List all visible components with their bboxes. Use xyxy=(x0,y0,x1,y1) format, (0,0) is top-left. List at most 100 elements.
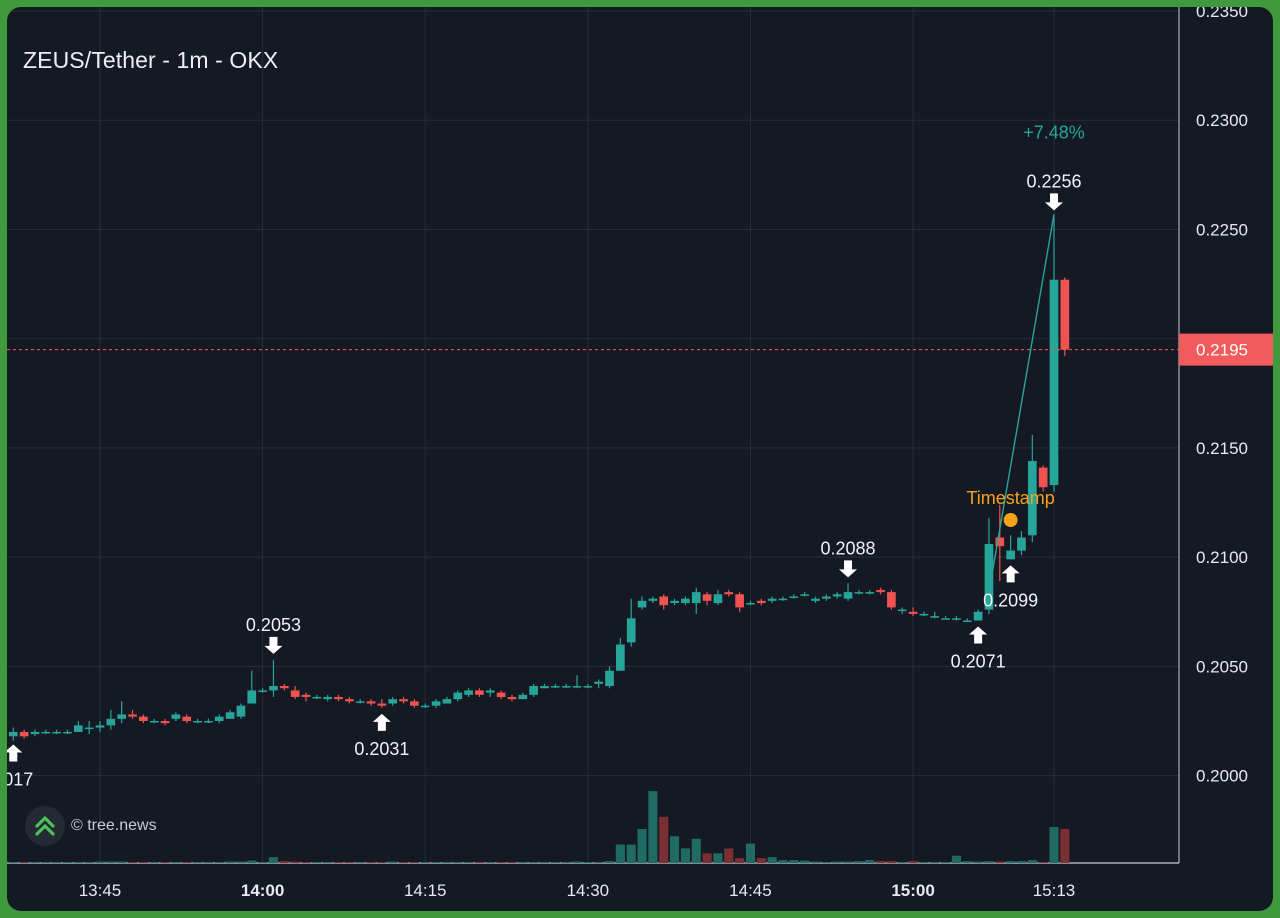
candle-body xyxy=(572,686,582,688)
candle-body xyxy=(388,699,398,704)
candle-body xyxy=(594,681,604,684)
candle-body xyxy=(952,618,961,620)
arrow-up-icon xyxy=(1001,565,1020,583)
candle-body xyxy=(464,690,473,695)
candle-body xyxy=(529,686,538,695)
volume-bar xyxy=(453,862,463,863)
candle-body xyxy=(778,598,788,601)
timestamp-marker-dot xyxy=(1003,513,1018,528)
arrow-down-icon xyxy=(1045,193,1063,211)
volume-bar xyxy=(149,862,159,863)
volume-bar xyxy=(539,862,550,863)
volume-bar xyxy=(800,860,810,863)
y-tick-label: 0.2000 xyxy=(1196,767,1248,786)
candle-body xyxy=(616,644,625,671)
volume-bar xyxy=(572,861,582,863)
price-annotation-label: 0.2031 xyxy=(354,739,409,759)
price-annotation-label: 2017 xyxy=(7,769,33,789)
candle-body xyxy=(269,686,278,691)
price-chart[interactable]: 0.2350 0.2300 0.2250 0.2150 0.2100 0.2050 0.20… xyxy=(7,7,1273,911)
volume-bar xyxy=(735,858,745,863)
candle-body xyxy=(366,701,376,704)
chart-frame: 0.2350 0.2300 0.2250 0.2150 0.2100 0.2050 0.20… xyxy=(7,7,1273,911)
candle-body xyxy=(334,696,343,700)
current-price-tag xyxy=(1179,333,1273,366)
price-annotation-label: 0.2071 xyxy=(951,652,1006,672)
candle-body xyxy=(84,727,94,730)
candle-body xyxy=(95,725,105,728)
volume-bar xyxy=(19,862,29,863)
candle-body xyxy=(518,694,528,700)
volume-bar xyxy=(529,862,539,863)
volume-bar xyxy=(756,858,766,863)
price-annotation-label: 0.2099 xyxy=(983,590,1038,610)
candle-body xyxy=(128,714,137,717)
candle-body xyxy=(930,616,940,618)
volume-bar xyxy=(344,862,354,863)
candle-body xyxy=(420,705,430,708)
volume-bar xyxy=(323,862,333,863)
volume-bar xyxy=(810,861,821,863)
candle-body xyxy=(789,596,799,598)
volume-bar xyxy=(290,861,300,863)
y-tick-label: 0.2300 xyxy=(1196,111,1248,130)
volume-bar xyxy=(767,857,777,863)
trend-line xyxy=(988,214,1055,593)
x-tick-label: 14:30 xyxy=(567,881,610,900)
volume-bar xyxy=(713,853,723,863)
candle-body xyxy=(301,694,311,697)
volume-bar xyxy=(995,861,1005,863)
candle-body xyxy=(876,589,885,593)
arrow-up-icon xyxy=(969,626,988,644)
volume-bar xyxy=(778,860,788,863)
candle-body xyxy=(637,600,647,608)
candle-body xyxy=(583,686,593,688)
volume-bar xyxy=(637,829,647,863)
x-tick-label: 14:15 xyxy=(404,881,447,900)
candle-body xyxy=(160,721,170,724)
candle-body xyxy=(659,596,669,606)
volume-bar xyxy=(594,862,604,863)
volume-bar xyxy=(312,862,322,863)
candle-body xyxy=(279,686,289,689)
candle-body xyxy=(756,600,766,604)
candle-body xyxy=(843,592,853,599)
candle-body xyxy=(724,592,734,595)
candle-body xyxy=(214,716,224,721)
volume-bar xyxy=(388,861,398,863)
volume-bar xyxy=(691,838,701,863)
candle-body xyxy=(984,544,994,610)
candle-body xyxy=(485,690,495,693)
volume-bar xyxy=(127,862,138,863)
volume-bar xyxy=(984,861,994,863)
volume-bar xyxy=(62,862,73,863)
volume-bar xyxy=(258,862,268,863)
candle-body xyxy=(1006,550,1015,560)
candle-body xyxy=(822,596,831,599)
candle-body xyxy=(225,712,235,719)
arrow-down-icon xyxy=(839,560,858,578)
candle-body xyxy=(290,690,300,697)
volume-bar xyxy=(398,862,409,863)
volume-bar xyxy=(583,862,593,863)
candle-body xyxy=(312,696,322,699)
volume-bar xyxy=(73,862,83,863)
volume-bar xyxy=(442,862,452,863)
volume-bar xyxy=(52,862,62,863)
volume-bar xyxy=(409,862,419,863)
chart-title: ZEUS/Tether - 1m - OKX xyxy=(23,47,279,73)
candle-body xyxy=(702,594,712,601)
volume-bar xyxy=(117,861,127,863)
candle-body xyxy=(236,705,246,717)
candle-body xyxy=(854,592,864,594)
candle-body xyxy=(746,603,755,605)
price-annotation-label: 0.2088 xyxy=(820,538,875,558)
current-price-label: 0.2195 xyxy=(1196,341,1248,360)
y-tick-label: 0.2350 xyxy=(1196,7,1248,21)
candle-body xyxy=(1060,279,1070,350)
volume-bar xyxy=(496,862,506,863)
credit: © tree.news xyxy=(25,806,157,846)
candle-body xyxy=(117,714,127,719)
volume-bar xyxy=(279,861,289,863)
candle-body xyxy=(605,670,614,687)
